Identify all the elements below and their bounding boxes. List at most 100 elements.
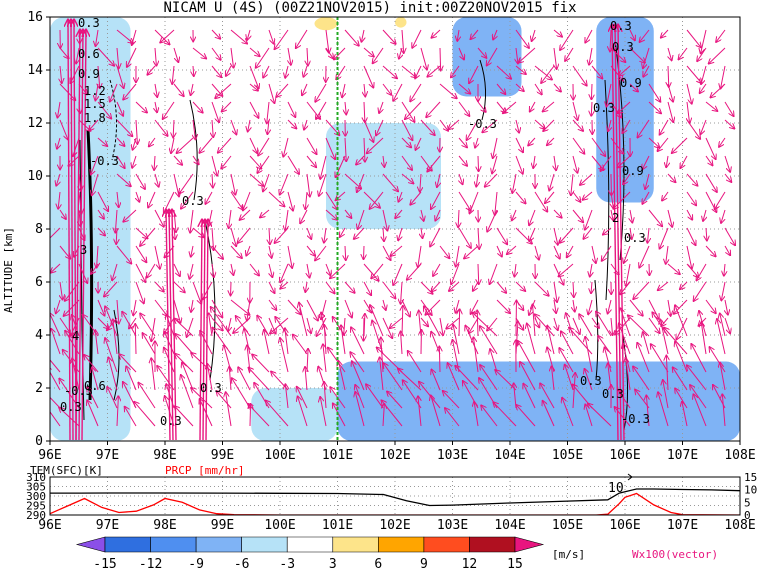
wind-vector <box>269 263 272 277</box>
wind-vector <box>316 101 327 119</box>
wind-vector <box>559 348 574 373</box>
wind-vector <box>108 357 118 391</box>
wind-vector <box>596 312 612 337</box>
x-tick-label: 97E <box>96 518 119 533</box>
wind-vector <box>449 281 460 291</box>
wind-vector <box>92 173 99 195</box>
wind-vector <box>276 83 289 97</box>
wind-vector <box>573 281 574 297</box>
wind-vector <box>122 312 137 337</box>
wind-vector <box>674 299 688 314</box>
wind-vector <box>98 65 100 88</box>
wind-vector <box>249 368 270 391</box>
wind-vector <box>467 119 479 140</box>
wind-vector <box>455 366 479 391</box>
wind-vector <box>117 396 118 427</box>
contour-label: 0.3 <box>160 414 182 428</box>
wind-vector <box>258 137 270 155</box>
x-tick-label: 102E <box>379 448 410 463</box>
wind-vector <box>350 352 365 373</box>
wind-vector <box>248 404 270 427</box>
wind-vector <box>81 30 86 441</box>
wind-vector <box>50 367 61 391</box>
wind-vector <box>341 325 346 355</box>
wind-vector <box>408 351 422 373</box>
wind-vector <box>71 20 73 441</box>
x-tick-label: 99E <box>211 448 234 463</box>
wind-vector <box>532 29 535 41</box>
wind-vector <box>705 245 716 256</box>
wind-vector <box>515 137 523 152</box>
wind-vector <box>600 155 612 171</box>
wind-vector <box>135 263 145 282</box>
wind-vector <box>399 47 402 59</box>
wind-vector <box>110 83 118 102</box>
wind-vector <box>590 263 592 276</box>
wind-vector <box>269 227 270 244</box>
x-tick-label: 98E <box>153 518 176 533</box>
wind-vector <box>147 263 156 277</box>
wind-vector <box>248 119 250 131</box>
wind-vector <box>249 47 260 56</box>
wind-vector <box>667 83 673 102</box>
wind-vector <box>116 173 131 186</box>
colorbar-cell <box>514 536 545 553</box>
x-tick-label: 101E <box>322 448 353 463</box>
wind-vector <box>591 281 592 293</box>
wind-vector <box>642 191 650 204</box>
x-tick-label: 107E <box>667 448 698 463</box>
wind-vector <box>303 65 307 77</box>
wind-vector <box>363 191 380 208</box>
wind-vector <box>651 344 669 373</box>
wind-vector <box>410 83 422 101</box>
wind-vector <box>402 29 404 53</box>
wind-vector <box>344 209 351 218</box>
wind-vector <box>326 29 329 53</box>
wind-vector <box>166 210 171 441</box>
wind-vector <box>475 137 478 148</box>
wind-vector <box>700 119 707 134</box>
wind-vector <box>572 65 587 86</box>
wind-vector <box>701 322 707 355</box>
wind-vector <box>211 307 232 337</box>
wind-vector <box>163 101 175 119</box>
wind-vector <box>217 391 232 409</box>
wind-vector <box>503 101 517 113</box>
wind-vector <box>440 317 443 335</box>
x-tick-label: 108E <box>724 518 755 533</box>
wind-vector <box>91 263 99 274</box>
wind-vector <box>92 368 99 391</box>
wind-vector <box>307 47 308 65</box>
wind-vector <box>179 173 194 194</box>
wind-vector <box>703 209 706 221</box>
wind-vector <box>112 263 118 280</box>
wind-vector <box>554 281 557 302</box>
wind-vector <box>344 29 359 46</box>
wind-vector <box>458 137 467 147</box>
wind-vector <box>60 281 63 300</box>
wind-vector <box>663 380 669 409</box>
wind-vector <box>619 323 631 355</box>
wind-vector <box>357 173 365 192</box>
wind-vector <box>345 101 346 114</box>
wind-vector <box>443 391 460 409</box>
wind-vector <box>623 173 631 184</box>
wind-vector <box>306 245 315 256</box>
wind-vector <box>541 65 555 83</box>
wind-vector <box>138 383 156 409</box>
left-tick-label: 305 <box>26 481 46 494</box>
wind-vector <box>630 227 632 239</box>
x-tick-label: 105E <box>552 518 583 533</box>
surface-grid <box>50 477 740 515</box>
wind-vector <box>700 83 707 93</box>
wind-vector <box>268 29 274 44</box>
wind-vector <box>572 119 583 131</box>
wind-vector <box>140 313 156 337</box>
wind-vector <box>206 220 208 441</box>
wind-vector <box>647 227 649 243</box>
wind-vector <box>705 155 712 165</box>
wind-vector <box>135 173 145 189</box>
wind-vector <box>686 245 692 269</box>
wind-vector <box>116 245 131 264</box>
wind-vector <box>119 354 137 373</box>
